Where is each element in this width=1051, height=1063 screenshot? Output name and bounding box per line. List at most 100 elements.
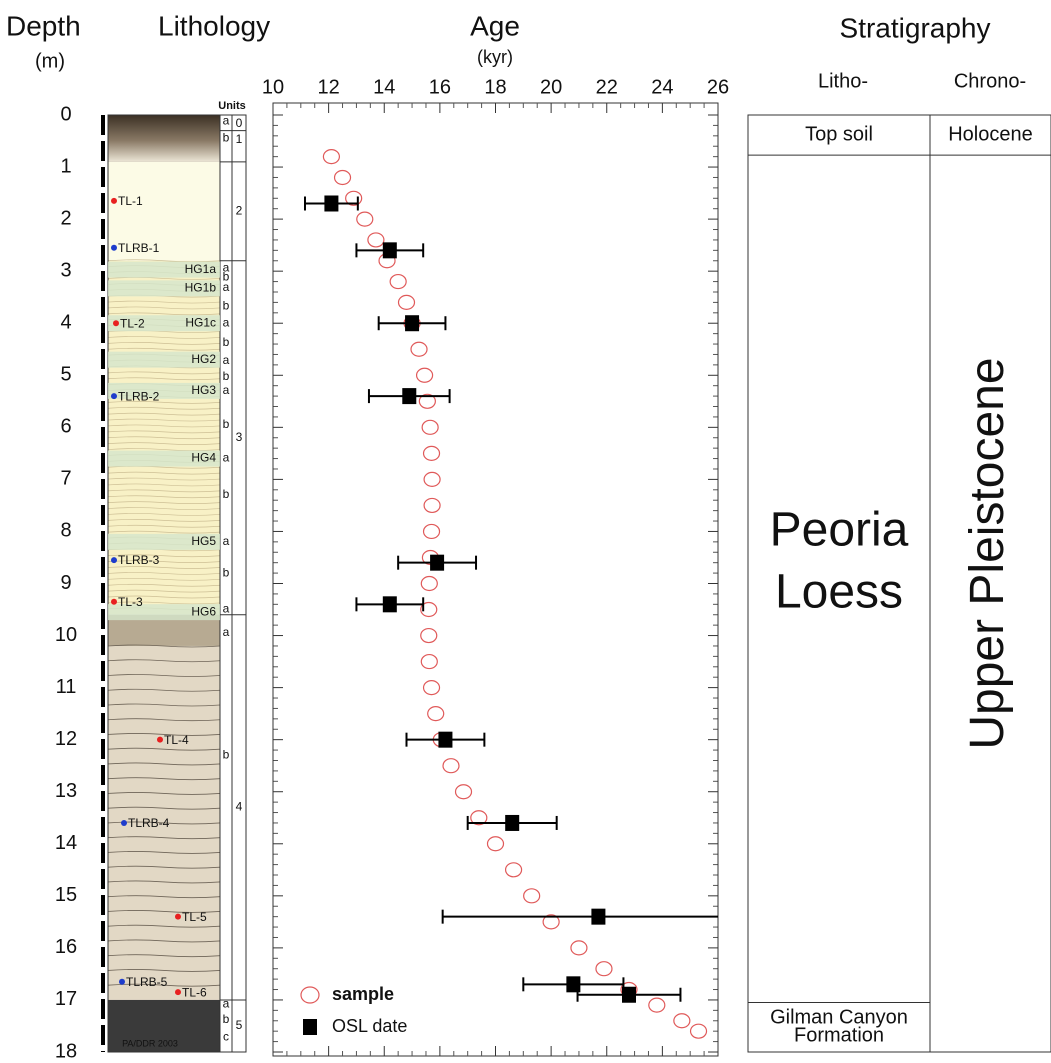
horizon-label: HG4 xyxy=(191,451,216,465)
age-title: Age xyxy=(470,10,520,41)
subunit-label: b xyxy=(223,131,230,145)
osl-point xyxy=(382,242,397,259)
y-tick-label: 14 xyxy=(55,832,77,854)
osl-point xyxy=(591,908,606,925)
lamination xyxy=(107,983,221,987)
lamination xyxy=(107,495,221,499)
horizon-band xyxy=(108,533,220,550)
sample-point xyxy=(410,341,428,357)
subunit-label: a xyxy=(223,534,230,548)
sample-label: TLRB-5 xyxy=(126,975,168,989)
lamination xyxy=(107,377,221,381)
sample-point xyxy=(345,190,363,206)
lamination xyxy=(107,674,221,677)
strat-label: Peoria xyxy=(770,503,909,556)
lamination xyxy=(107,659,221,663)
plot-frame xyxy=(272,102,719,1057)
subunit-label: b xyxy=(223,299,230,313)
lamination xyxy=(107,524,221,528)
osl-point xyxy=(505,814,520,831)
y-tick-label: 13 xyxy=(55,780,77,802)
x-tick-label: 24 xyxy=(651,76,673,98)
subunit-label: a xyxy=(223,261,230,275)
lamination xyxy=(107,969,221,972)
units-header: Units xyxy=(218,100,246,112)
horizon-band xyxy=(108,315,220,332)
horizon-label: HG2 xyxy=(191,352,216,366)
lamination xyxy=(107,300,221,304)
sample-point xyxy=(486,836,505,852)
subunit-label: a xyxy=(223,280,230,294)
lamination xyxy=(107,489,221,493)
depth-header: Depth xyxy=(6,10,81,41)
subunit-label: b xyxy=(223,369,230,383)
subunit-label: b xyxy=(223,747,230,761)
legend-label: OSL date xyxy=(332,1016,407,1036)
lamination xyxy=(107,747,221,751)
sample-dot xyxy=(113,320,119,327)
horizon-band xyxy=(108,280,220,297)
horizon-label: HG1a xyxy=(185,262,217,276)
sample-dot xyxy=(111,393,117,400)
sample-point xyxy=(322,149,341,165)
lamination xyxy=(107,572,221,575)
depth-unit: (m) xyxy=(35,50,65,72)
lamination xyxy=(107,342,221,345)
sample-label: TLRB-2 xyxy=(118,389,160,403)
sample-dot xyxy=(111,197,117,204)
y-tick-label: 15 xyxy=(55,884,77,906)
lamination xyxy=(107,442,221,445)
subunit-label: a xyxy=(223,383,230,397)
sample-point xyxy=(523,888,541,904)
unit-label: 4 xyxy=(236,800,243,814)
lamination xyxy=(107,306,221,310)
subunit-label: a xyxy=(223,996,230,1010)
sample-point xyxy=(570,940,588,956)
sample-point xyxy=(648,997,666,1013)
lamination xyxy=(107,851,221,854)
sample-point xyxy=(470,810,488,826)
legend-marker xyxy=(303,1019,317,1035)
sample-dot xyxy=(175,913,181,920)
sample-point xyxy=(422,523,441,540)
y-tick-label: 3 xyxy=(60,259,71,281)
sample-label: TL-2 xyxy=(120,316,145,330)
credit: PA/DDR 2003 xyxy=(122,1039,178,1049)
sample-point xyxy=(427,706,445,722)
strat-label: Formation xyxy=(794,1025,884,1047)
sample-label: TL-1 xyxy=(118,194,143,208)
sample-dot xyxy=(111,244,117,251)
x-tick-label: 26 xyxy=(707,76,729,98)
lamination xyxy=(107,277,221,280)
sample-point xyxy=(595,961,613,977)
subunit-label: b xyxy=(223,270,230,284)
age-unit: (kyr) xyxy=(477,47,513,67)
unit-label: 0 xyxy=(236,116,243,130)
subunit-label: a xyxy=(223,451,230,465)
osl-point xyxy=(622,986,636,1003)
sample-point xyxy=(418,393,436,409)
lamination xyxy=(107,762,221,766)
sample-dot xyxy=(121,819,127,826)
strat-label: Holocene xyxy=(948,123,1033,145)
lamination xyxy=(107,566,221,569)
x-tick-label: 20 xyxy=(540,76,562,98)
subunit-label: b xyxy=(223,1012,230,1026)
subunit-label: b xyxy=(223,335,230,349)
lamination xyxy=(107,259,221,263)
lamination xyxy=(107,418,221,422)
lamination xyxy=(107,865,221,869)
strat-label: Top soil xyxy=(805,123,873,145)
lamination xyxy=(107,777,221,781)
x-tick-label: 10 xyxy=(262,76,284,98)
lamination xyxy=(107,424,221,428)
lamination xyxy=(107,347,221,351)
osl-point xyxy=(324,195,339,212)
lamination xyxy=(107,312,221,316)
sample-point xyxy=(420,653,438,670)
y-tick-label: 17 xyxy=(55,988,77,1010)
subunit-label: c xyxy=(223,1030,229,1044)
y-tick-label: 2 xyxy=(60,207,71,229)
lithology-header: Lithology xyxy=(158,10,270,41)
